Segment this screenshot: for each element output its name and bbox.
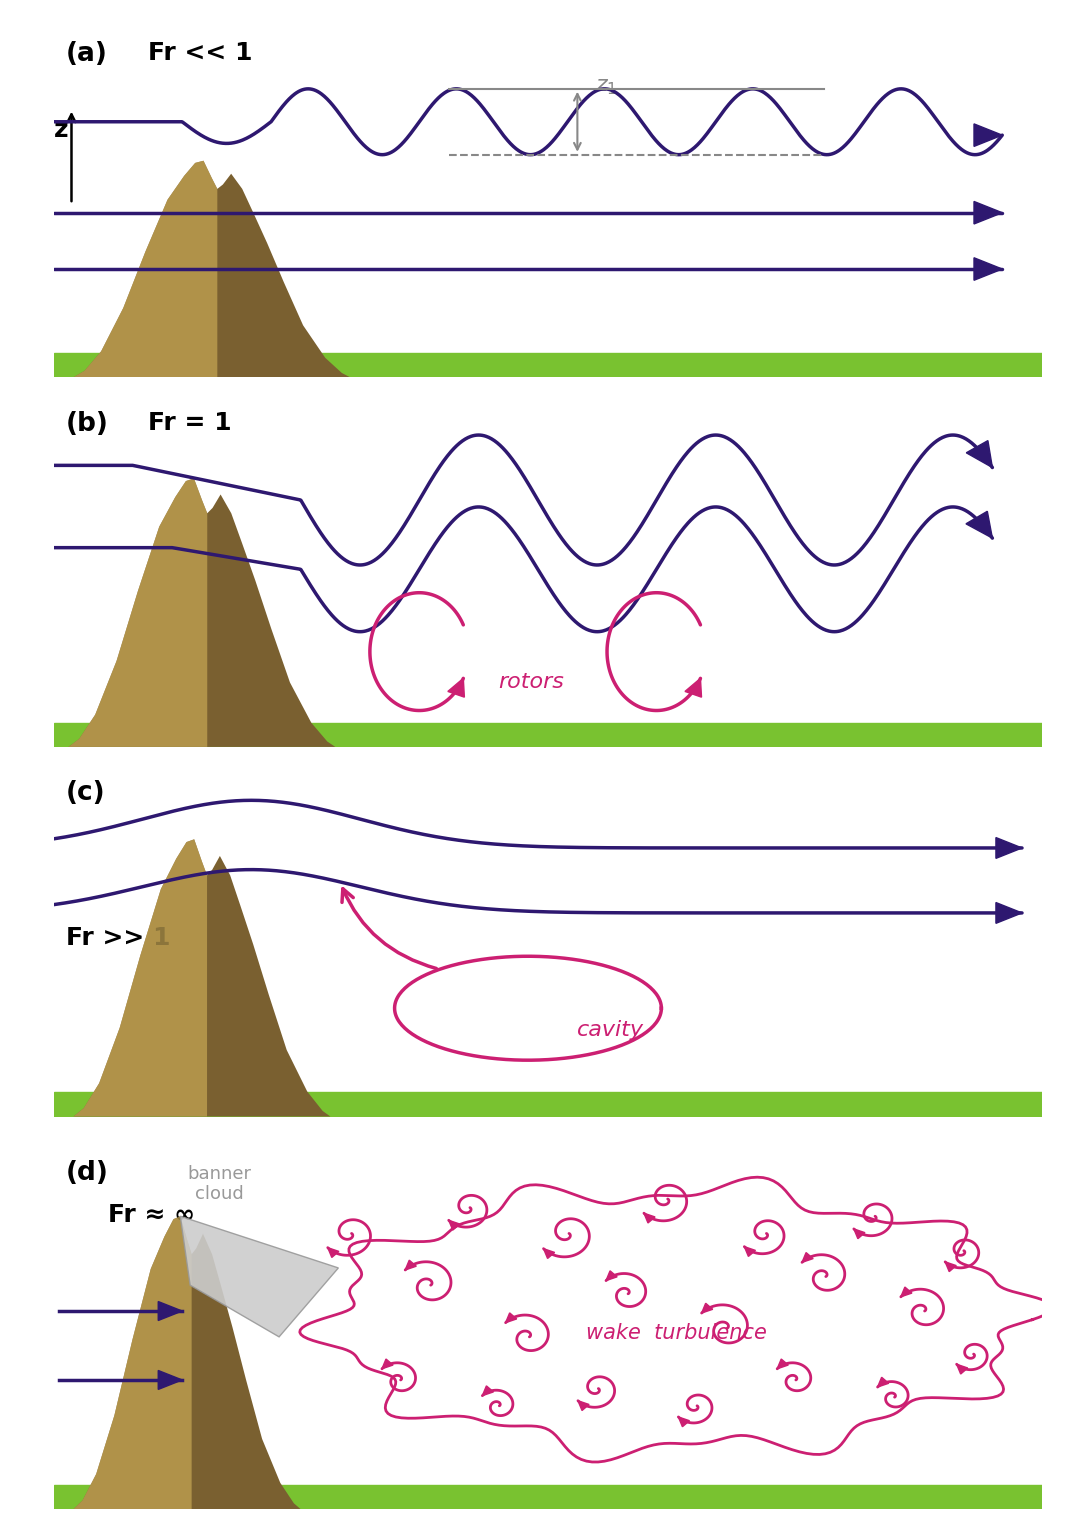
Polygon shape (578, 1401, 589, 1411)
Polygon shape (701, 1303, 713, 1314)
Polygon shape (966, 511, 992, 537)
Polygon shape (382, 1358, 393, 1369)
Text: (b): (b) (66, 411, 108, 437)
Text: (c): (c) (66, 781, 105, 807)
Text: Fr >> 1: Fr >> 1 (66, 926, 170, 950)
Text: banner
cloud: banner cloud (188, 1164, 251, 1203)
Polygon shape (802, 1252, 813, 1263)
Text: (d): (d) (66, 1160, 108, 1186)
Polygon shape (854, 1229, 865, 1238)
Polygon shape (69, 479, 335, 747)
Text: Fr ≈ ∞: Fr ≈ ∞ (108, 1203, 195, 1227)
Polygon shape (877, 1377, 888, 1388)
Polygon shape (778, 1358, 788, 1369)
Polygon shape (69, 479, 207, 747)
Polygon shape (967, 440, 992, 468)
Polygon shape (73, 160, 350, 377)
Bar (54, 353, 1042, 377)
Polygon shape (974, 257, 1002, 280)
Text: cavity: cavity (578, 1019, 644, 1040)
Text: Fr << 1: Fr << 1 (147, 42, 252, 65)
Polygon shape (506, 1314, 517, 1323)
Polygon shape (73, 1217, 191, 1509)
Polygon shape (448, 678, 464, 698)
Polygon shape (685, 678, 701, 698)
Polygon shape (606, 1270, 618, 1281)
Polygon shape (328, 1247, 339, 1258)
Text: Fr = 1: Fr = 1 (147, 411, 231, 434)
Polygon shape (73, 160, 217, 377)
Polygon shape (957, 1364, 968, 1374)
Polygon shape (744, 1247, 755, 1257)
Bar (54, 722, 1042, 747)
Bar (54, 1485, 1042, 1509)
Polygon shape (543, 1249, 554, 1258)
Text: $z_1$: $z_1$ (595, 77, 618, 97)
Polygon shape (974, 202, 1002, 223)
Polygon shape (158, 1301, 183, 1320)
Polygon shape (449, 1220, 460, 1230)
Polygon shape (974, 123, 1002, 146)
Text: (a): (a) (66, 42, 107, 68)
Polygon shape (405, 1260, 417, 1270)
Polygon shape (158, 1371, 183, 1389)
Polygon shape (73, 839, 331, 1116)
Polygon shape (73, 1217, 301, 1509)
Polygon shape (180, 1217, 338, 1337)
Polygon shape (996, 838, 1022, 858)
Polygon shape (644, 1214, 655, 1223)
Text: rotors: rotors (498, 671, 564, 691)
Polygon shape (679, 1417, 690, 1426)
Polygon shape (945, 1261, 956, 1272)
Polygon shape (73, 839, 207, 1116)
Text: x: x (1034, 1538, 1047, 1540)
Polygon shape (482, 1386, 493, 1395)
Bar (54, 1092, 1042, 1116)
Text: z: z (55, 119, 69, 142)
Polygon shape (996, 902, 1022, 924)
Polygon shape (901, 1287, 912, 1297)
Text: wake  turbulence: wake turbulence (585, 1323, 767, 1343)
